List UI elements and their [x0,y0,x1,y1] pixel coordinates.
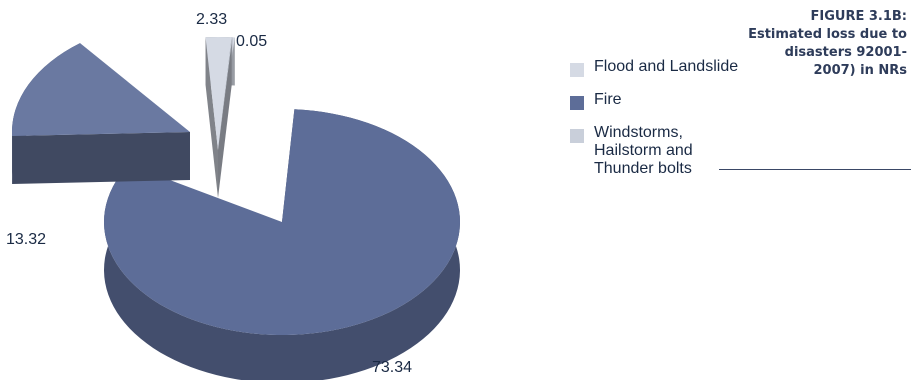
pie-slice-wall-3 [12,132,191,184]
legend-label-windstorms: Windstorms, Hailstorm and Thunder bolts [594,124,693,177]
legend-item-windstorms: Windstorms, Hailstorm and Thunder bolts [570,124,750,178]
pie-slice-2 [103,109,461,335]
legend-item-fire: Fire [570,91,750,110]
legend-swatch-windstorms [570,129,584,143]
value-label-0: 2.33 [196,11,227,28]
legend-label-flood: Flood and Landslide [594,58,739,75]
legend-item-flood: Flood and Landslide [570,58,750,77]
pie-slices [11,37,461,380]
pie-slice-3 [12,43,190,136]
value-labels: 2.33 0.05 73.34 13.32 [6,11,412,376]
legend: Flood and Landslide Fire Windstorms, Hai… [570,58,750,192]
value-label-3: 13.32 [6,231,46,248]
figure-caption: FIGURE 3.1B: Estimated loss due to disas… [748,9,907,78]
pie-slice-side-1 [231,37,233,86]
pie-slice-1 [218,37,233,150]
caption-divider [719,169,911,170]
value-label-2: 73.34 [372,359,412,376]
pie-slice-wall-1 [218,37,232,198]
pie-slice-0 [205,37,235,150]
pie-chart: 2.33 0.05 73.34 13.32 [6,11,461,380]
legend-swatch-fire [570,96,584,110]
value-label-1: 0.05 [236,33,267,50]
legend-swatch-flood [570,63,584,77]
pie-slice-wall-0 [205,37,218,198]
legend-label-fire: Fire [594,91,622,108]
